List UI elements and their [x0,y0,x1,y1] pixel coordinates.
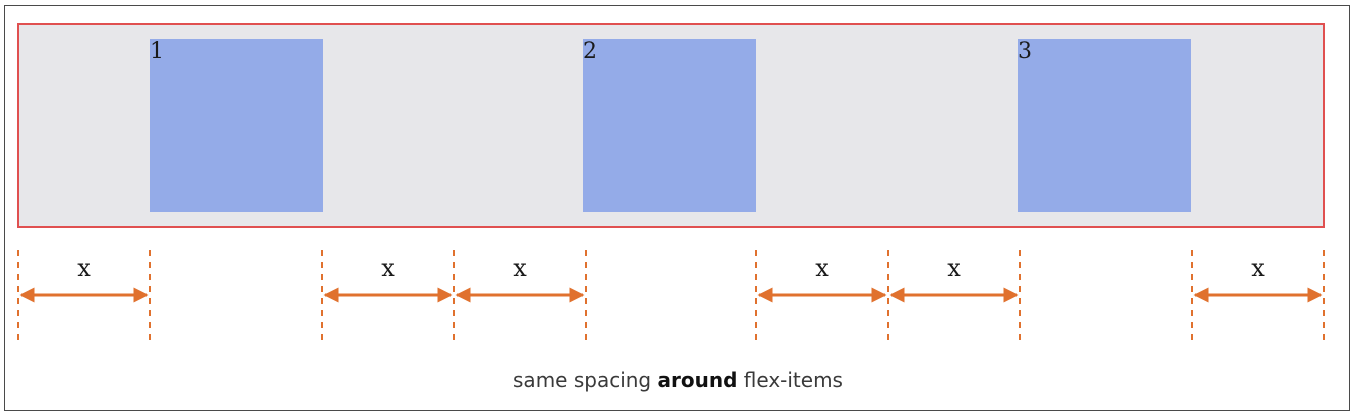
spacing-label-4: x [815,254,829,282]
spacing-label-2: x [381,254,395,282]
caption-emphasis: around [657,368,738,392]
flex-item-2-label: 2 [583,39,597,64]
caption: same spacing around flex-items [0,368,1356,392]
caption-prefix: same spacing [513,368,658,392]
flex-item-1: 1 [150,39,323,212]
spacing-label-3: x [513,254,527,282]
spacing-label-6: x [1251,254,1265,282]
spacing-label-5: x [947,254,961,282]
flex-item-1-label: 1 [150,39,164,64]
flex-item-3-label: 3 [1018,39,1032,64]
flex-item-2: 2 [583,39,756,212]
caption-suffix: flex-items [737,368,843,392]
spacing-label-1: x [77,254,91,282]
flex-item-3: 3 [1018,39,1191,212]
